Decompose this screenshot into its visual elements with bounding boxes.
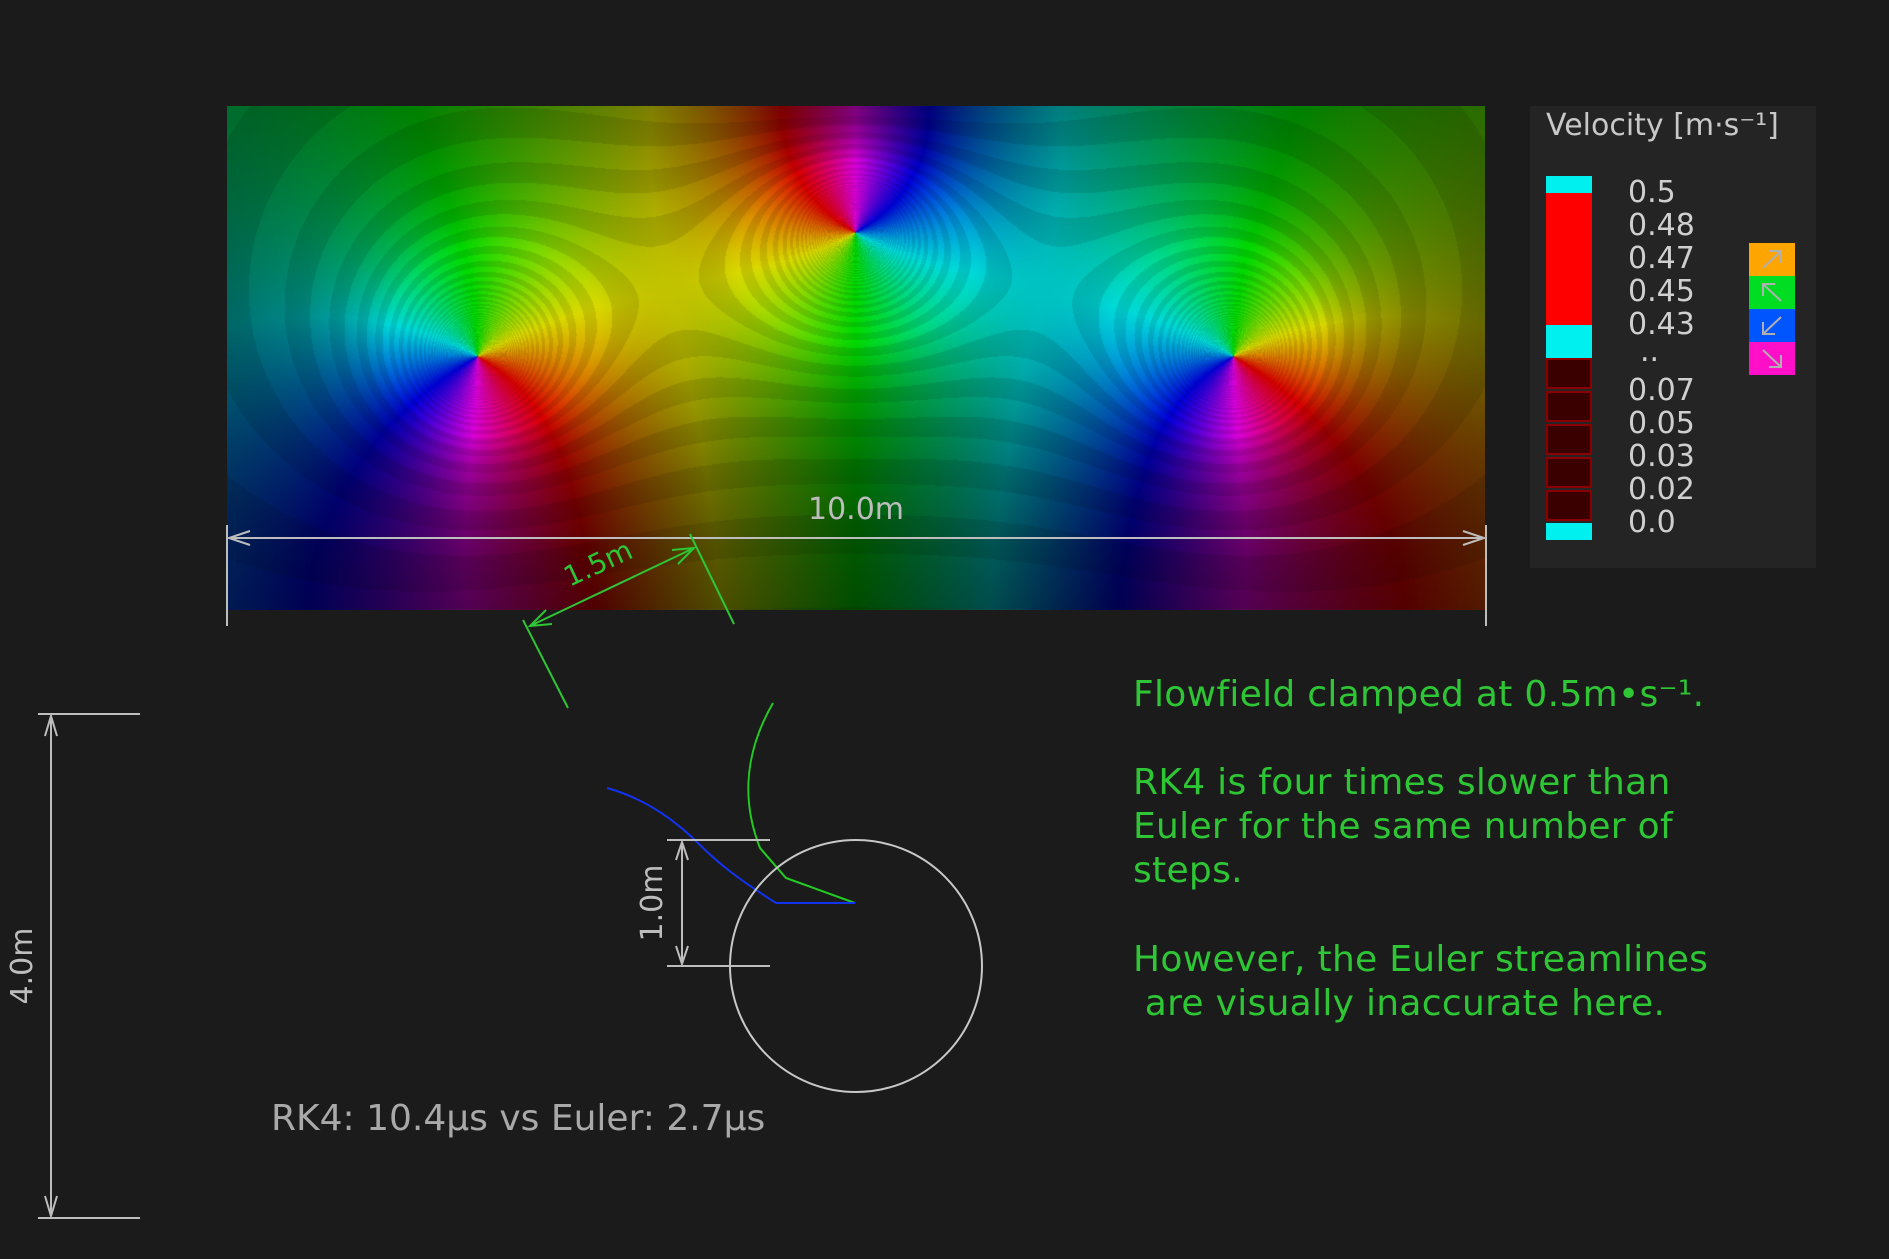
- legend-value: 0.0: [1628, 505, 1676, 540]
- timing-comparison: RK4: 10.4μs vs Euler: 2.7μs: [271, 1098, 766, 1139]
- arrow-up-right-icon: [1749, 243, 1795, 276]
- legend-value: 0.05: [1628, 406, 1695, 441]
- width-dimension-label: 10.0m: [808, 492, 904, 527]
- rk4-streamline: [747, 702, 856, 904]
- arrow-down-left-icon: [1749, 309, 1795, 342]
- legend-swatch-low-2: [1546, 424, 1592, 455]
- radius-dimension: [667, 838, 770, 968]
- offset-extension-right: [689, 533, 735, 625]
- offset-extension-left: [522, 619, 569, 709]
- flowfield-heatmap: [227, 106, 1485, 610]
- legend-value: 0.07: [1628, 373, 1695, 408]
- legend-value: 0.47: [1628, 241, 1695, 276]
- legend-value: ..: [1640, 334, 1660, 369]
- radius-arrow-bottom-icon: [675, 945, 689, 968]
- note-euler-line2: are visually inaccurate here.: [1133, 983, 1666, 1024]
- note-rk4-line2: Euler for the same number of: [1133, 806, 1673, 847]
- legend-swatch-low-1: [1546, 391, 1592, 422]
- note-euler-line1: However, the Euler streamlines: [1133, 939, 1709, 980]
- note-rk4-line1: RK4 is four times slower than: [1133, 762, 1671, 803]
- radius-arrow-top-icon: [675, 838, 689, 861]
- legend-value: 0.45: [1628, 274, 1695, 309]
- offset-dimension-line: [529, 547, 695, 627]
- height-arrow-top-icon: [44, 712, 58, 737]
- height-arrow-bottom-icon: [44, 1195, 58, 1220]
- width-arrow-left-icon: [225, 530, 251, 546]
- width-dimension: [225, 525, 1488, 626]
- legend-swatch-low-4: [1546, 490, 1592, 521]
- arrow-down-right-icon: [1749, 342, 1795, 375]
- legend-swatch-cap-bottom: [1546, 523, 1592, 540]
- width-arrow-right-icon: [1462, 530, 1488, 546]
- legend-swatch-low-3: [1546, 457, 1592, 488]
- offset-arrow-left-icon: [527, 609, 553, 628]
- legend-swatch-cap-top: [1546, 176, 1592, 193]
- legend-swatch-high: [1546, 193, 1592, 325]
- legend-swatch-cap-mid: [1546, 325, 1592, 358]
- height-dimension-label: 4.0m: [5, 928, 40, 1005]
- note-rk4-line3: steps.: [1133, 850, 1243, 891]
- offset-arrow-right-icon: [671, 546, 697, 565]
- legend-title: Velocity [m·s⁻¹]: [1546, 108, 1779, 143]
- legend-value: 0.03: [1628, 439, 1695, 474]
- offset-dimension: [522, 533, 735, 709]
- offset-dimension-label: 1.5m: [558, 533, 637, 593]
- legend-swatch-low-0: [1546, 358, 1592, 389]
- height-dimension: [38, 712, 140, 1220]
- legend-value: 0.48: [1628, 208, 1695, 243]
- legend-value: 0.43: [1628, 307, 1695, 342]
- legend-value: 0.02: [1628, 472, 1695, 507]
- legend-value: 0.5: [1628, 175, 1676, 210]
- arrow-up-left-icon: [1749, 276, 1795, 309]
- euler-streamline: [606, 787, 855, 904]
- note-clamp: Flowfield clamped at 0.5m•s⁻¹.: [1133, 674, 1705, 715]
- radius-dimension-label: 1.0m: [635, 865, 670, 942]
